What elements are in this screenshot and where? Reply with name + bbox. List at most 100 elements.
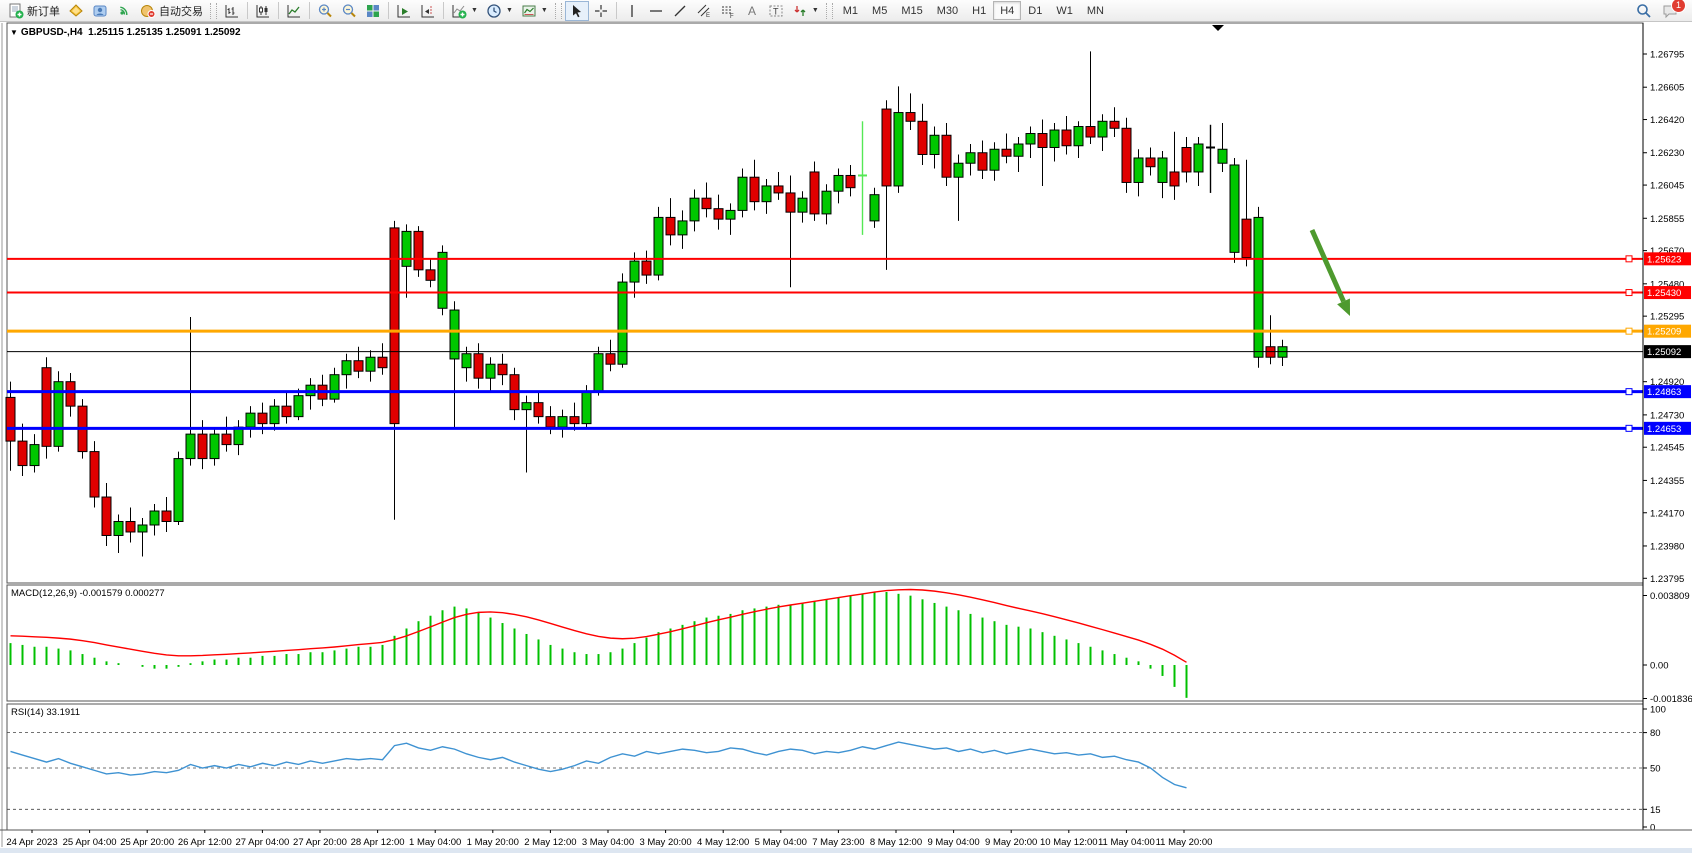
svg-text:1.26605: 1.26605 xyxy=(1650,83,1684,94)
trendline-button[interactable] xyxy=(668,1,692,21)
toolbar-grip xyxy=(554,2,562,19)
seal-button[interactable] xyxy=(64,1,88,21)
auto-trading-label: 自动交易 xyxy=(159,5,203,18)
signal-icon xyxy=(120,6,128,15)
arrows-button[interactable]: ▼ xyxy=(788,1,823,21)
horizontal-line-icon xyxy=(649,9,662,12)
svg-text:1.26230: 1.26230 xyxy=(1650,148,1684,159)
candlestick-button[interactable] xyxy=(251,1,275,21)
macd-histogram xyxy=(9,592,1188,698)
auto-scroll-button[interactable] xyxy=(392,1,416,21)
svg-text:1 May 04:00: 1 May 04:00 xyxy=(409,837,461,848)
notification-badge: 1 xyxy=(1671,0,1686,13)
svg-text:24 Apr 2023: 24 Apr 2023 xyxy=(6,837,57,848)
toolbar: 新订单 自动交易 xyxy=(0,0,1692,22)
chevron-down-icon: ▼ xyxy=(540,7,548,14)
contacts-icon xyxy=(93,5,107,16)
text-button[interactable]: A xyxy=(740,1,764,21)
new-order-button[interactable]: 新订单 xyxy=(4,1,64,21)
svg-text:1.24730: 1.24730 xyxy=(1650,410,1684,421)
macd-signal-line xyxy=(10,588,1187,663)
bar-chart-icon xyxy=(225,4,238,17)
svg-text:27 Apr 20:00: 27 Apr 20:00 xyxy=(293,837,347,848)
indicators-icon xyxy=(452,4,467,18)
timeframe-button-H4[interactable]: H4 xyxy=(993,1,1022,20)
svg-text:T: T xyxy=(773,6,779,16)
fibonacci-icon: F xyxy=(721,6,734,19)
chevron-down-icon: ▼ xyxy=(811,7,819,14)
fibonacci-button[interactable]: F xyxy=(716,1,740,21)
equidistant-channel-button[interactable]: E xyxy=(692,1,716,21)
rsi-indicator-label: RSI(14) 33.1911 xyxy=(11,707,81,718)
scroll-marker-icon xyxy=(1212,25,1224,31)
crosshair-button[interactable] xyxy=(589,1,613,21)
horizontal-line-button[interactable] xyxy=(644,1,668,21)
svg-text:1.24170: 1.24170 xyxy=(1650,508,1684,519)
svg-text:-0.001836: -0.001836 xyxy=(1650,694,1692,705)
svg-text:9 May 20:00: 9 May 20:00 xyxy=(985,837,1037,848)
chart-shift-button[interactable] xyxy=(416,1,440,21)
chart-shift-icon xyxy=(421,4,434,17)
auto-trading-button[interactable]: 自动交易 xyxy=(136,1,207,21)
periods-icon xyxy=(487,3,501,18)
svg-text:1.24920: 1.24920 xyxy=(1650,377,1684,388)
seal-icon xyxy=(69,3,83,17)
indicators-button[interactable]: ▼ xyxy=(447,1,482,21)
toolbar-grip xyxy=(210,2,217,19)
line-chart-button[interactable] xyxy=(282,1,306,21)
svg-text:1.25092: 1.25092 xyxy=(1647,347,1681,358)
svg-text:F: F xyxy=(730,14,734,19)
window-bottom-edge xyxy=(0,848,1692,853)
zoom-out-button[interactable] xyxy=(337,1,361,21)
timeframe-button-MN[interactable]: MN xyxy=(1080,1,1111,20)
zoom-in-icon xyxy=(318,3,332,17)
search-icon[interactable] xyxy=(1636,3,1652,19)
annotation-arrow[interactable] xyxy=(1309,228,1350,316)
svg-text:5 May 04:00: 5 May 04:00 xyxy=(755,837,807,848)
timeframe-button-M1[interactable]: M1 xyxy=(836,1,865,20)
candles xyxy=(5,51,1288,557)
toolbar-grip xyxy=(825,2,833,19)
text-label-button[interactable]: T xyxy=(764,1,788,21)
timeframe-button-D1[interactable]: D1 xyxy=(1021,1,1049,20)
line-chart-icon xyxy=(287,4,300,17)
symbol-dropdown-icon[interactable]: ▼ xyxy=(10,28,18,37)
auto-scroll-icon xyxy=(397,4,410,17)
svg-text:1.24653: 1.24653 xyxy=(1647,424,1681,435)
timeframe-button-W1[interactable]: W1 xyxy=(1049,1,1080,20)
chat-button[interactable]: 1 xyxy=(1662,0,1686,19)
horizontal-lines xyxy=(7,255,1643,432)
svg-text:11 May 04:00: 11 May 04:00 xyxy=(1098,837,1155,848)
timeframe-button-H1[interactable]: H1 xyxy=(965,1,993,20)
zoom-out-icon xyxy=(342,3,356,17)
chart-title[interactable]: ▼ GBPUSD-,H4 1.25115 1.25135 1.25091 1.25… xyxy=(10,27,241,38)
timeframe-button-M30[interactable]: M30 xyxy=(930,1,965,20)
svg-text:8 May 12:00: 8 May 12:00 xyxy=(870,837,922,848)
svg-text:0: 0 xyxy=(1650,823,1655,834)
tile-windows-button[interactable] xyxy=(361,1,385,21)
vertical-line-button[interactable] xyxy=(620,1,644,21)
svg-text:10 May 12:00: 10 May 12:00 xyxy=(1040,837,1098,848)
svg-text:27 Apr 04:00: 27 Apr 04:00 xyxy=(235,837,289,848)
svg-text:1.25480: 1.25480 xyxy=(1650,279,1684,290)
signal-button[interactable] xyxy=(112,1,136,21)
bar-chart-button[interactable] xyxy=(220,1,244,21)
svg-text:11 May 20:00: 11 May 20:00 xyxy=(1156,837,1213,848)
svg-text:1.25670: 1.25670 xyxy=(1650,246,1684,257)
zoom-in-button[interactable] xyxy=(313,1,337,21)
timeframe-button-M15[interactable]: M15 xyxy=(894,1,929,20)
periods-button[interactable]: ▼ xyxy=(482,1,517,21)
cursor-button[interactable] xyxy=(564,0,589,21)
contacts-button[interactable] xyxy=(88,1,112,21)
svg-text:25 Apr 20:00: 25 Apr 20:00 xyxy=(120,837,174,848)
ohlc-quote-label: 1.25115 1.25135 1.25091 1.25092 xyxy=(88,27,241,38)
timeframe-button-M5[interactable]: M5 xyxy=(865,1,894,20)
svg-text:9 May 04:00: 9 May 04:00 xyxy=(927,837,979,848)
svg-text:1.23980: 1.23980 xyxy=(1650,541,1684,552)
arrows-icon xyxy=(794,5,806,16)
svg-text:80: 80 xyxy=(1650,728,1661,739)
templates-button[interactable]: ▼ xyxy=(517,1,552,21)
svg-text:100: 100 xyxy=(1650,705,1666,716)
